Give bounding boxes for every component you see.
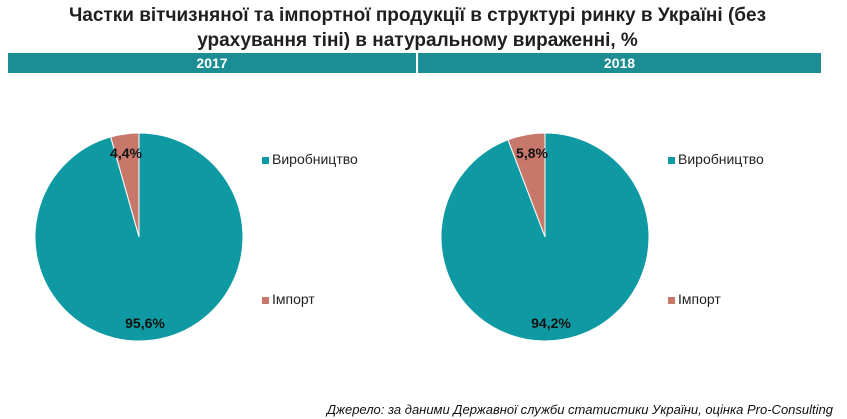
chart-title-line-2: урахування тіні) в натуральному вираженн… bbox=[197, 30, 638, 51]
data-label-2017-import: 4,4% bbox=[110, 145, 142, 161]
data-label-2018-import: 5,8% bbox=[516, 145, 548, 161]
legend-swatch-2018-production bbox=[668, 157, 675, 164]
data-label-2017-production: 95,6% bbox=[125, 315, 165, 331]
year-header-2018: 2018 bbox=[418, 53, 821, 73]
legend-swatch-2017-import bbox=[262, 297, 269, 304]
chart-title: Частки вітчизняної та імпортної продукці… bbox=[0, 3, 835, 53]
source-note: Джерело: за даними Державної служби стат… bbox=[326, 402, 833, 417]
legend-swatch-2017-production bbox=[262, 157, 269, 164]
legend-label-2018-production: Виробництво bbox=[678, 151, 764, 167]
legend-label-2018-import: Імпорт bbox=[678, 291, 721, 307]
legend-swatch-2018-import bbox=[668, 297, 675, 304]
legend-label-2017-production: Виробництво bbox=[272, 151, 358, 167]
chart-title-line-1: Частки вітчизняної та імпортної продукці… bbox=[68, 5, 767, 26]
pie-slice-2018-production bbox=[440, 132, 650, 342]
pie-slice-2017-production bbox=[34, 132, 244, 342]
year-header-2017: 2017 bbox=[8, 53, 416, 73]
data-label-2018-production: 94,2% bbox=[531, 315, 571, 331]
legend-label-2017-import: Імпорт bbox=[272, 291, 315, 307]
